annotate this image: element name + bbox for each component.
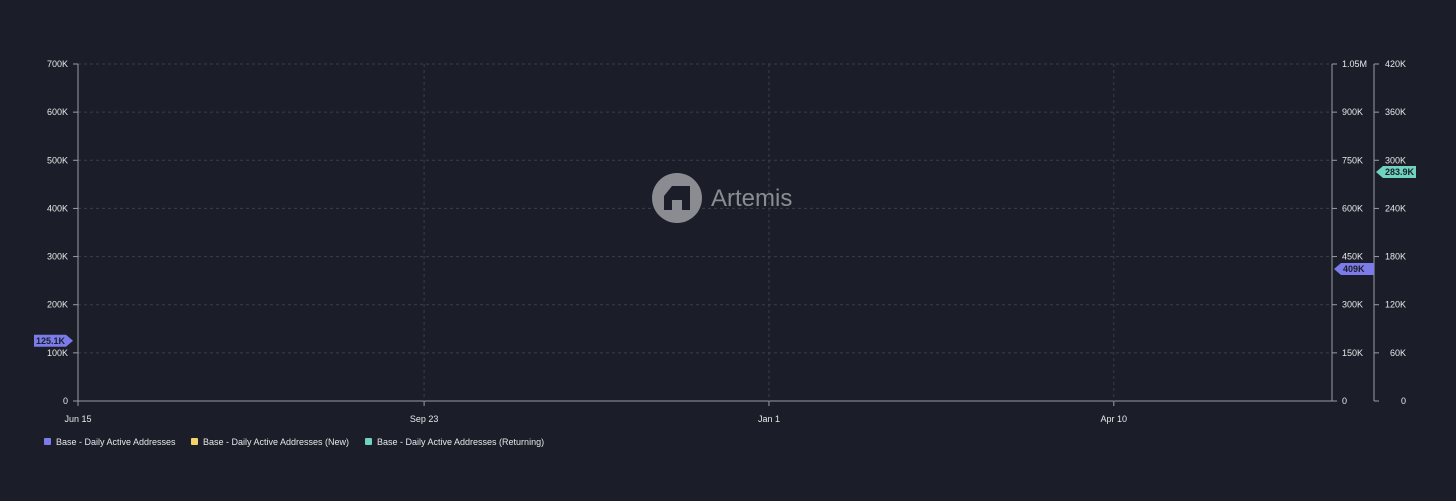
legend-label: Base - Daily Active Addresses (New) [203,437,349,447]
watermark-brand: Artemis [711,185,792,212]
x-tick: Jan 1 [758,414,780,424]
y-left-tick: 500K [47,155,68,165]
y-left-tick: 100K [47,348,68,358]
badge-right2-value: 283.9K [1385,167,1415,177]
y-right1-tick: 300K [1342,300,1363,310]
y-left-tick: 300K [47,252,68,262]
y-right2-tick: 120K [1385,300,1406,310]
y-right2-tick: 180K [1385,252,1406,262]
y-right1-tick: 450K [1342,252,1363,262]
grid [78,63,1332,402]
y-right2-tick: 420K [1385,59,1406,69]
y-right2-tick: 300K [1385,155,1406,165]
legend-label: Base - Daily Active Addresses [56,437,176,447]
legend-swatch [44,438,51,445]
badge-right1-value: 409K [1343,264,1365,274]
legend-swatch [365,438,372,445]
badge-right1 [1334,263,1374,275]
y-right2-tick: 60K [1390,348,1406,358]
x-tick: Sep 23 [410,414,439,424]
y-right2-tick: 240K [1385,203,1406,213]
artemis-logo-glyph [664,186,690,210]
y-left-tick: 600K [47,107,68,117]
legend: Base - Daily Active Addresses Base - Dail… [44,437,544,447]
watermark: Artemis [652,173,792,223]
y-left-tick: 400K [47,203,68,213]
badge-left-value: 125.1K [36,336,66,346]
y-right1-tick: 600K [1342,203,1363,213]
badge-right2 [1376,166,1416,178]
x-tick: Apr 10 [1101,414,1128,424]
y-left-tick: 200K [47,300,68,310]
y-right1-tick: 900K [1342,107,1363,117]
badge-left-daily-active [34,334,73,347]
y-right2-tick: 0 [1401,396,1406,406]
y-right1-tick: 1.05M [1342,59,1367,69]
value-badges: 125.1K 409K 283.9K [34,166,1416,347]
axes: 0 0 0 100K 150K 60K 200K 300K 120K 300K 450K 180K 40… [47,59,1406,424]
legend-label: Base - Daily Active Addresses (Returning… [377,437,544,447]
y-left-tick: 0 [63,396,68,406]
y-right1-tick: 150K [1342,348,1363,358]
y-right2-tick: 360K [1385,107,1406,117]
y-left-tick: 700K [47,59,68,69]
x-tick: Jun 15 [64,414,91,424]
legend-swatch [191,438,198,445]
y-right1-tick: 0 [1342,396,1347,406]
y-right1-tick: 750K [1342,155,1363,165]
